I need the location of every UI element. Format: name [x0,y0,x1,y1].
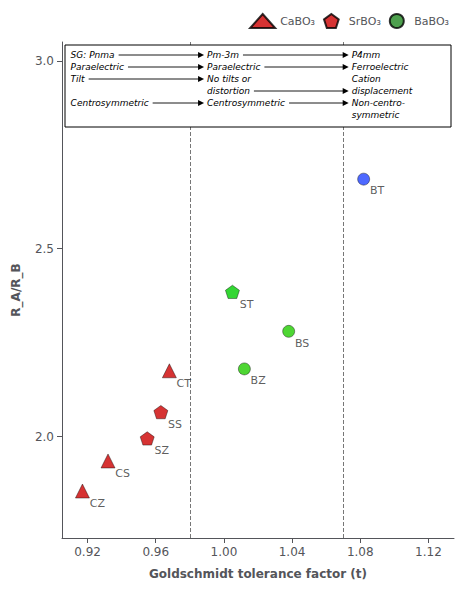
svg-text:Paraelectric: Paraelectric [207,62,260,72]
svg-text:Centrosymmetric: Centrosymmetric [207,98,285,108]
svg-text:ST: ST [240,298,254,311]
svg-text:Pm-3m: Pm-3m [207,50,239,60]
svg-text:displacement: displacement [352,86,413,96]
svg-text:SS: SS [168,418,182,431]
svg-text:CS: CS [115,467,130,480]
svg-text:1.08: 1.08 [347,545,374,559]
svg-text:Cation: Cation [352,74,381,84]
svg-text:BS: BS [295,337,309,350]
svg-text:Tilt: Tilt [71,74,85,84]
svg-text:distortion: distortion [207,86,250,96]
svg-text:BZ: BZ [251,374,267,387]
svg-text:CaBO₃: CaBO₃ [280,15,315,28]
svg-text:Ferroelectric: Ferroelectric [352,62,409,72]
svg-text:SZ: SZ [154,444,169,457]
svg-text:CT: CT [177,377,192,390]
svg-text:0.92: 0.92 [74,545,101,559]
svg-text:1.12: 1.12 [415,545,442,559]
svg-text:P4mm: P4mm [352,50,381,60]
svg-text:2.5: 2.5 [35,242,54,256]
svg-text:symmetric: symmetric [352,110,400,120]
svg-text:3.0: 3.0 [35,54,54,68]
svg-text:Goldschmidt tolerance factor (: Goldschmidt tolerance factor (t) [149,567,367,581]
svg-text:CZ: CZ [90,497,106,510]
svg-text:R_A/R_B: R_A/R_B [9,263,24,316]
svg-text:SG: Pnma: SG: Pnma [71,50,115,60]
svg-text:Paraelectric: Paraelectric [71,62,124,72]
svg-text:BaBO₃: BaBO₃ [414,15,449,28]
svg-text:Centrosymmetric: Centrosymmetric [71,98,149,108]
svg-text:No tilts or: No tilts or [207,74,252,84]
svg-text:SrBO₃: SrBO₃ [349,15,381,28]
svg-text:0.96: 0.96 [142,545,169,559]
svg-text:1.04: 1.04 [279,545,306,559]
svg-text:2.0: 2.0 [35,430,54,444]
svg-text:1.00: 1.00 [211,545,238,559]
svg-text:BT: BT [370,184,385,197]
svg-text:Non-centro-: Non-centro- [352,98,405,108]
